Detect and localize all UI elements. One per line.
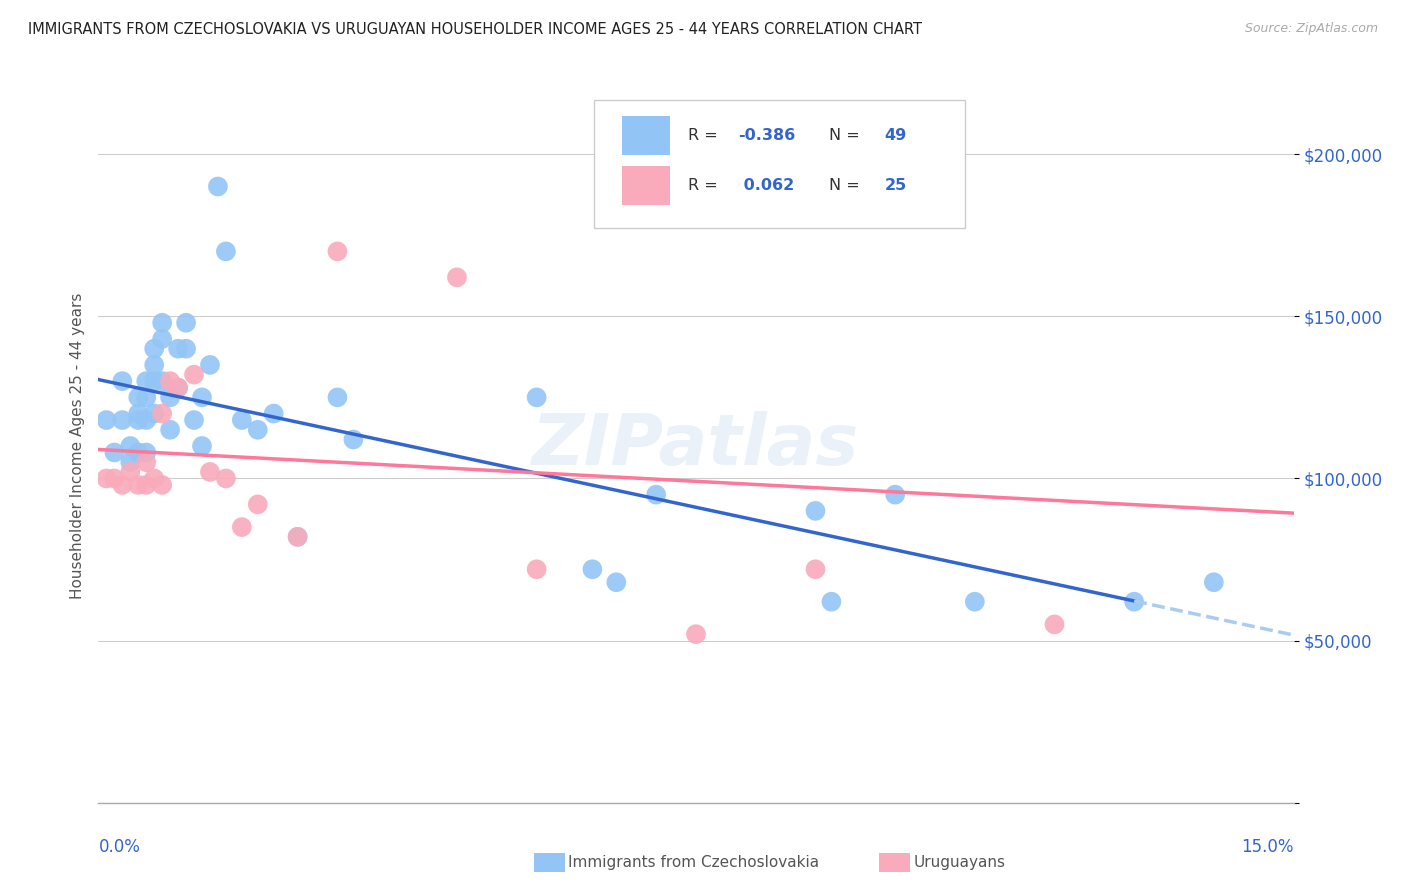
Point: [198, 465, 221, 479]
Text: 49: 49: [884, 128, 907, 143]
Point: [215, 471, 238, 485]
Point: [1043, 617, 1066, 632]
Point: [581, 562, 603, 576]
Point: [135, 445, 157, 459]
Text: -0.386: -0.386: [738, 128, 794, 143]
Point: [820, 595, 842, 609]
Point: [127, 445, 149, 459]
Point: [287, 530, 309, 544]
Point: [135, 390, 157, 404]
Text: Uruguayans: Uruguayans: [914, 855, 1005, 870]
Point: [326, 244, 349, 259]
Point: [1202, 575, 1225, 590]
Point: [111, 478, 134, 492]
Point: [150, 407, 173, 421]
FancyBboxPatch shape: [595, 100, 965, 228]
Point: [120, 465, 142, 479]
Point: [645, 488, 668, 502]
Point: [135, 374, 157, 388]
Point: [143, 374, 166, 388]
Bar: [621, 116, 669, 155]
Point: [111, 374, 134, 388]
Point: [143, 342, 166, 356]
Point: [120, 439, 142, 453]
Point: [685, 627, 707, 641]
Point: [246, 497, 269, 511]
Point: [183, 413, 205, 427]
Point: [191, 390, 214, 404]
Point: [167, 381, 190, 395]
Point: [446, 270, 468, 285]
Point: [96, 471, 118, 485]
Point: [231, 520, 253, 534]
Point: [342, 433, 364, 447]
Text: IMMIGRANTS FROM CZECHOSLOVAKIA VS URUGUAYAN HOUSEHOLDER INCOME AGES 25 - 44 YEAR: IMMIGRANTS FROM CZECHOSLOVAKIA VS URUGUA…: [28, 22, 922, 37]
Point: [884, 488, 907, 502]
Point: [326, 390, 349, 404]
Text: 15.0%: 15.0%: [1241, 838, 1294, 856]
Point: [135, 478, 157, 492]
Text: 0.0%: 0.0%: [98, 838, 141, 856]
Point: [526, 390, 548, 404]
Text: ZIPatlas: ZIPatlas: [533, 411, 859, 481]
Point: [159, 374, 181, 388]
Point: [804, 504, 827, 518]
Point: [159, 423, 181, 437]
Point: [159, 390, 181, 404]
Point: [127, 407, 149, 421]
Point: [111, 413, 134, 427]
Point: [135, 413, 157, 427]
Text: R =: R =: [688, 128, 723, 143]
Point: [150, 478, 173, 492]
Point: [1123, 595, 1146, 609]
Point: [174, 316, 197, 330]
Bar: [621, 166, 669, 205]
Y-axis label: Householder Income Ages 25 - 44 years: Householder Income Ages 25 - 44 years: [69, 293, 84, 599]
Point: [963, 595, 986, 609]
Point: [605, 575, 627, 590]
Point: [120, 455, 142, 469]
Point: [526, 562, 548, 576]
Point: [127, 478, 149, 492]
Point: [167, 342, 190, 356]
Point: [150, 332, 173, 346]
Point: [103, 445, 125, 459]
Point: [804, 562, 827, 576]
Point: [135, 455, 157, 469]
Point: [143, 358, 166, 372]
Text: R =: R =: [688, 178, 723, 193]
Point: [143, 407, 166, 421]
Text: 25: 25: [884, 178, 907, 193]
Text: Source: ZipAtlas.com: Source: ZipAtlas.com: [1244, 22, 1378, 36]
Text: Immigrants from Czechoslovakia: Immigrants from Czechoslovakia: [568, 855, 820, 870]
Point: [884, 211, 907, 226]
Point: [150, 316, 173, 330]
Point: [150, 374, 173, 388]
Point: [127, 413, 149, 427]
Point: [263, 407, 285, 421]
Point: [215, 244, 238, 259]
Point: [96, 413, 118, 427]
Point: [191, 439, 214, 453]
Point: [231, 413, 253, 427]
Point: [198, 358, 221, 372]
Text: N =: N =: [828, 178, 865, 193]
Point: [103, 471, 125, 485]
Point: [127, 390, 149, 404]
Point: [167, 381, 190, 395]
Point: [246, 423, 269, 437]
Point: [174, 342, 197, 356]
Text: 0.062: 0.062: [738, 178, 794, 193]
Point: [183, 368, 205, 382]
Text: N =: N =: [828, 128, 865, 143]
Point: [287, 530, 309, 544]
Point: [143, 471, 166, 485]
Point: [207, 179, 229, 194]
